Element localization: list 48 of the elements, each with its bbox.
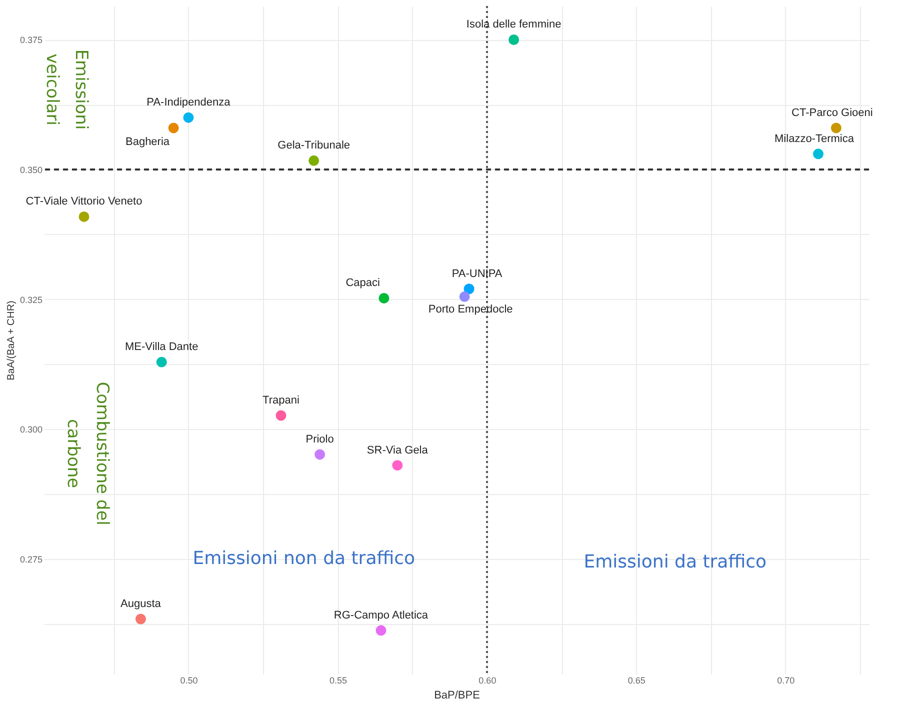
annotation: Emissioni da traffico — [584, 551, 767, 572]
x-tick-label: 0.50 — [180, 676, 198, 686]
point — [464, 284, 474, 294]
point — [276, 410, 286, 421]
series-label: Capaci — [346, 277, 380, 290]
point — [378, 292, 390, 304]
point — [830, 122, 842, 134]
series-label: CT-Viale Vittorio Veneto — [26, 196, 142, 208]
annotation: Combustione del carbone — [62, 382, 112, 526]
point — [314, 449, 326, 460]
point — [183, 112, 194, 123]
point — [813, 148, 824, 160]
annotation: Emissioni veicolari — [42, 49, 92, 130]
annotation: Emissioni non da traffico — [192, 548, 416, 570]
series-label: SR-Via Gela — [366, 444, 429, 456]
series-label: Milazzo-Termica — [774, 132, 855, 145]
series-label: RG-Campo Atletica — [334, 609, 429, 622]
series-label: PA-Indipendenza — [146, 96, 232, 109]
point — [168, 122, 179, 134]
series-label: Augusta — [120, 598, 162, 610]
series-label: Gela-Tribunale — [278, 140, 350, 152]
point — [156, 356, 167, 368]
series-label: CT-Parco Gioeni — [792, 106, 873, 119]
point — [459, 291, 470, 302]
y-tick-label: 0.350 — [20, 164, 42, 175]
y-tick-label: 0.275 — [20, 554, 42, 564]
series-label: ME-Villa Dante — [125, 341, 198, 354]
series-label: Priolo — [306, 433, 334, 446]
series-label: Isola delle femmine — [466, 18, 562, 31]
point — [78, 211, 90, 222]
x-tick-label: 0.70 — [777, 676, 795, 686]
series-label: Porto Empedocle — [428, 304, 513, 316]
y-tick-label: 0.300 — [20, 424, 42, 435]
y-tick-label: 0.325 — [20, 294, 42, 305]
point — [135, 614, 146, 624]
y-tick-label: 0.375 — [20, 35, 42, 46]
y-axis-title: BaA/(BaA + CHR) — [6, 300, 17, 380]
point — [308, 155, 320, 166]
series-label: PA-UNIPA — [452, 268, 503, 280]
x-tick-label: 0.60 — [478, 676, 496, 686]
series-label: Bagheria — [125, 136, 170, 148]
point — [508, 34, 520, 45]
x-tick-label: 0.65 — [628, 676, 646, 686]
series-label: Trapani — [262, 394, 300, 407]
point — [376, 625, 386, 636]
point — [392, 460, 403, 471]
x-tick-label: 0.55 — [329, 676, 347, 686]
x-axis-title: BaP/BPE — [434, 690, 480, 702]
